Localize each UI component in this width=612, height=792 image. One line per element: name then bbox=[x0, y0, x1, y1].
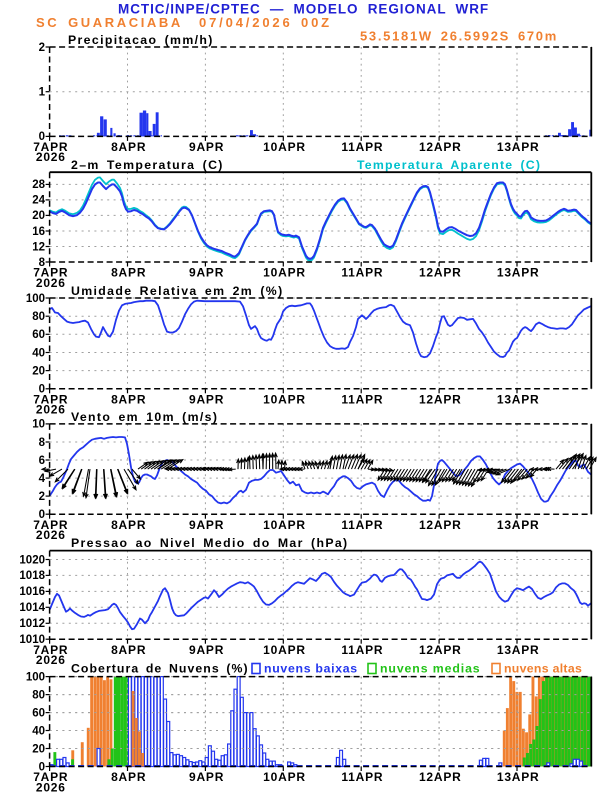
svg-text:8APR: 8APR bbox=[111, 140, 146, 154]
svg-text:2: 2 bbox=[39, 42, 45, 54]
svg-text:1014: 1014 bbox=[19, 602, 45, 614]
svg-text:8APR: 8APR bbox=[111, 643, 146, 657]
svg-text:10APR: 10APR bbox=[263, 392, 306, 406]
svg-text:11APR: 11APR bbox=[341, 266, 383, 280]
svg-text:28: 28 bbox=[32, 179, 45, 191]
svg-text:2–m Temperatura (C): 2–m Temperatura (C) bbox=[71, 158, 224, 172]
svg-text:8: 8 bbox=[39, 257, 46, 269]
svg-text:8APR: 8APR bbox=[111, 392, 146, 406]
svg-text:13APR: 13APR bbox=[497, 140, 540, 154]
svg-text:11APR: 11APR bbox=[341, 643, 383, 657]
svg-text:7APR: 7APR bbox=[33, 140, 68, 154]
svg-text:1012: 1012 bbox=[19, 618, 45, 630]
svg-text:Cobertura de Nuvens (%): Cobertura de Nuvens (%) bbox=[71, 662, 249, 676]
svg-text:10APR: 10APR bbox=[263, 518, 306, 532]
svg-text:11APR: 11APR bbox=[341, 518, 383, 532]
svg-text:nuvens medias: nuvens medias bbox=[380, 662, 481, 676]
svg-text:60: 60 bbox=[32, 707, 45, 719]
svg-text:10APR: 10APR bbox=[263, 140, 306, 154]
svg-text:13APR: 13APR bbox=[497, 770, 540, 784]
svg-text:9APR: 9APR bbox=[189, 770, 224, 784]
svg-text:Pressao ao Nivel Medio do Mar: Pressao ao Nivel Medio do Mar (hPa) bbox=[71, 536, 349, 550]
svg-text:20: 20 bbox=[32, 210, 45, 222]
svg-text:10APR: 10APR bbox=[263, 266, 306, 280]
svg-text:20: 20 bbox=[32, 365, 45, 377]
svg-text:40: 40 bbox=[32, 347, 45, 359]
svg-text:80: 80 bbox=[32, 689, 45, 701]
svg-text:8: 8 bbox=[39, 437, 46, 449]
svg-text:2026: 2026 bbox=[36, 403, 66, 417]
svg-text:13APR: 13APR bbox=[497, 266, 540, 280]
svg-text:10: 10 bbox=[32, 419, 45, 431]
svg-text:13APR: 13APR bbox=[497, 518, 540, 532]
svg-text:13APR: 13APR bbox=[497, 643, 540, 657]
svg-text:8APR: 8APR bbox=[111, 518, 146, 532]
svg-text:9APR: 9APR bbox=[189, 266, 224, 280]
svg-text:nuvens baixas: nuvens baixas bbox=[264, 662, 358, 676]
svg-text:9APR: 9APR bbox=[189, 392, 224, 406]
svg-text:Precipitacao (mm/h): Precipitacao (mm/h) bbox=[68, 33, 214, 47]
svg-text:7APR: 7APR bbox=[33, 643, 68, 657]
svg-text:12APR: 12APR bbox=[419, 392, 462, 406]
svg-text:7APR: 7APR bbox=[33, 770, 68, 784]
svg-text:12APR: 12APR bbox=[419, 643, 462, 657]
svg-text:6: 6 bbox=[39, 455, 45, 467]
svg-text:4: 4 bbox=[39, 473, 46, 485]
svg-text:53.5181W 26.5992S 670m: 53.5181W 26.5992S 670m bbox=[360, 29, 558, 44]
svg-text:8APR: 8APR bbox=[111, 770, 146, 784]
svg-text:Umidade Relativa em 2m (%): Umidade Relativa em 2m (%) bbox=[71, 284, 284, 298]
svg-text:2026: 2026 bbox=[36, 653, 66, 667]
svg-text:12APR: 12APR bbox=[419, 266, 462, 280]
svg-text:8APR: 8APR bbox=[111, 266, 146, 280]
svg-text:9APR: 9APR bbox=[189, 140, 224, 154]
svg-text:2026: 2026 bbox=[36, 780, 66, 792]
svg-text:10APR: 10APR bbox=[263, 643, 306, 657]
svg-text:Vento em 10m (m/s): Vento em 10m (m/s) bbox=[71, 410, 218, 424]
svg-text:12APR: 12APR bbox=[419, 140, 462, 154]
svg-text:80: 80 bbox=[32, 311, 45, 323]
svg-text:12: 12 bbox=[32, 241, 45, 253]
svg-text:nuvens altas: nuvens altas bbox=[504, 662, 582, 676]
svg-text:10APR: 10APR bbox=[263, 770, 306, 784]
svg-text:SC GUARACIABA: SC GUARACIABA bbox=[36, 15, 183, 30]
svg-text:12APR: 12APR bbox=[419, 770, 462, 784]
svg-text:2: 2 bbox=[39, 491, 45, 503]
svg-text:100: 100 bbox=[26, 293, 45, 305]
svg-text:1016: 1016 bbox=[19, 586, 45, 598]
svg-text:7APR: 7APR bbox=[33, 392, 68, 406]
svg-text:1: 1 bbox=[39, 87, 46, 99]
svg-text:07/04/2026 00Z: 07/04/2026 00Z bbox=[199, 15, 332, 30]
svg-text:1020: 1020 bbox=[19, 554, 45, 566]
svg-text:1018: 1018 bbox=[19, 570, 45, 582]
svg-text:7APR: 7APR bbox=[33, 518, 68, 532]
svg-text:2026: 2026 bbox=[36, 150, 66, 164]
svg-text:100: 100 bbox=[26, 671, 45, 683]
svg-text:60: 60 bbox=[32, 329, 45, 341]
svg-text:16: 16 bbox=[32, 226, 45, 238]
svg-text:0: 0 bbox=[39, 131, 45, 143]
svg-text:0: 0 bbox=[39, 509, 45, 521]
svg-text:Temperatura Aparente (C): Temperatura Aparente (C) bbox=[357, 158, 541, 172]
svg-text:11APR: 11APR bbox=[341, 392, 383, 406]
svg-text:20: 20 bbox=[32, 743, 45, 755]
svg-text:12APR: 12APR bbox=[419, 518, 462, 532]
svg-text:11APR: 11APR bbox=[341, 140, 383, 154]
svg-text:40: 40 bbox=[32, 725, 45, 737]
svg-text:1010: 1010 bbox=[19, 634, 45, 646]
svg-text:2026: 2026 bbox=[36, 528, 66, 542]
svg-text:13APR: 13APR bbox=[497, 392, 540, 406]
svg-text:0: 0 bbox=[39, 761, 45, 773]
svg-text:0: 0 bbox=[39, 384, 45, 396]
svg-text:9APR: 9APR bbox=[189, 518, 224, 532]
svg-text:11APR: 11APR bbox=[341, 770, 383, 784]
svg-text:2026: 2026 bbox=[36, 276, 66, 290]
svg-text:9APR: 9APR bbox=[189, 643, 224, 657]
svg-text:7APR: 7APR bbox=[33, 266, 68, 280]
svg-text:24: 24 bbox=[32, 195, 45, 207]
svg-text:MCTIC/INPE/CPTEC — MODELO REGI: MCTIC/INPE/CPTEC — MODELO REGIONAL WRF bbox=[118, 2, 489, 17]
